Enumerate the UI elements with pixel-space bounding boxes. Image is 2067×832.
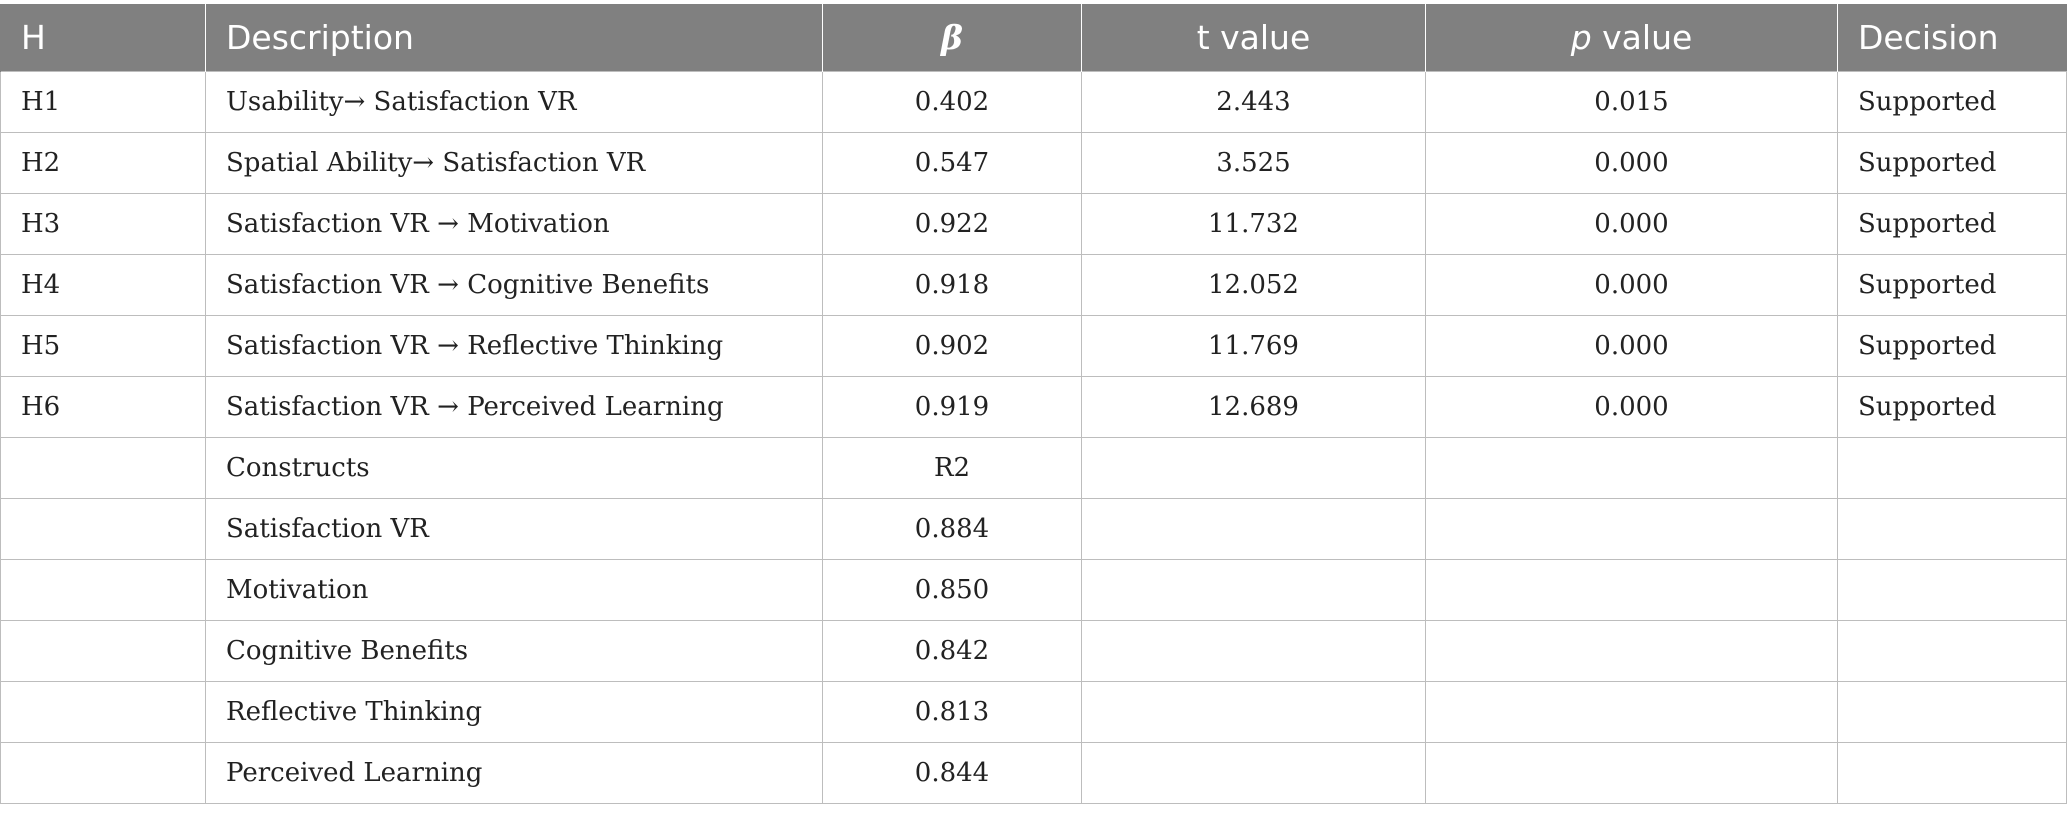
construct-name: Cognitive Benefits <box>205 620 823 682</box>
r2-value: 0.884 <box>822 498 1082 560</box>
t-value: 11.769 <box>1081 315 1426 377</box>
empty-cell <box>1837 498 2067 560</box>
decision: Supported <box>1837 193 2067 255</box>
hypothesis-description: Satisfaction VR → Perceived Learning <box>205 376 823 438</box>
p-value: 0.000 <box>1425 254 1838 316</box>
empty-cell <box>0 681 206 743</box>
hypothesis-id: H3 <box>0 193 206 255</box>
decision: Supported <box>1837 132 2067 194</box>
construct-row: Perceived Learning 0.844 <box>0 742 2067 804</box>
beta-value: 0.402 <box>822 71 1082 133</box>
construct-name: Perceived Learning <box>205 742 823 804</box>
empty-cell <box>0 437 206 499</box>
hypothesis-description: Spatial Ability→ Satisfaction VR <box>205 132 823 194</box>
beta-value: 0.918 <box>822 254 1082 316</box>
empty-cell <box>1081 498 1426 560</box>
decision: Supported <box>1837 71 2067 133</box>
hypothesis-description: Satisfaction VR → Reflective Thinking <box>205 315 823 377</box>
hypothesis-id: H6 <box>0 376 206 438</box>
t-value: 3.525 <box>1081 132 1426 194</box>
hypothesis-id: H4 <box>0 254 206 316</box>
empty-cell <box>1081 681 1426 743</box>
r2-value: 0.813 <box>822 681 1082 743</box>
beta-value: 0.919 <box>822 376 1082 438</box>
table-row: H4 Satisfaction VR → Cognitive Benefits … <box>0 254 2067 316</box>
construct-row: Reflective Thinking 0.813 <box>0 681 2067 743</box>
beta-value: 0.902 <box>822 315 1082 377</box>
t-value: 12.052 <box>1081 254 1426 316</box>
construct-row: Cognitive Benefits 0.842 <box>0 620 2067 682</box>
header-beta: β <box>822 4 1082 72</box>
table-row: H2 Spatial Ability→ Satisfaction VR 0.54… <box>0 132 2067 194</box>
empty-cell <box>1837 437 2067 499</box>
table-row: H3 Satisfaction VR → Motivation 0.922 11… <box>0 193 2067 255</box>
header-decision: Decision <box>1837 4 2067 72</box>
table-row: H6 Satisfaction VR → Perceived Learning … <box>0 376 2067 438</box>
empty-cell <box>1837 681 2067 743</box>
hypothesis-id: H1 <box>0 71 206 133</box>
r2-value: 0.844 <box>822 742 1082 804</box>
p-value: 0.000 <box>1425 193 1838 255</box>
hypothesis-description: Satisfaction VR → Motivation <box>205 193 823 255</box>
hypothesis-id: H5 <box>0 315 206 377</box>
hypothesis-id: H2 <box>0 132 206 194</box>
empty-cell <box>1425 742 1838 804</box>
decision: Supported <box>1837 254 2067 316</box>
empty-cell <box>1081 620 1426 682</box>
p-value: 0.000 <box>1425 315 1838 377</box>
empty-cell <box>1425 498 1838 560</box>
r2-label: R2 <box>822 437 1082 499</box>
header-row: H Description β t value p value Decision <box>0 4 2067 72</box>
construct-name: Satisfaction VR <box>205 498 823 560</box>
empty-cell <box>0 559 206 621</box>
p-value: 0.000 <box>1425 132 1838 194</box>
empty-cell <box>0 742 206 804</box>
empty-cell <box>1837 620 2067 682</box>
table-row: H1 Usability→ Satisfaction VR 0.402 2.44… <box>0 71 2067 133</box>
empty-cell <box>1425 620 1838 682</box>
t-value: 12.689 <box>1081 376 1426 438</box>
header-p-symbol: p <box>1570 18 1592 57</box>
p-value: 0.000 <box>1425 376 1838 438</box>
p-value: 0.015 <box>1425 71 1838 133</box>
construct-name: Reflective Thinking <box>205 681 823 743</box>
header-t-value: t value <box>1081 4 1426 72</box>
empty-cell <box>1425 681 1838 743</box>
construct-row: Motivation 0.850 <box>0 559 2067 621</box>
results-table: H Description β t value p value Decision… <box>0 4 2067 804</box>
r2-value: 0.850 <box>822 559 1082 621</box>
beta-value: 0.547 <box>822 132 1082 194</box>
constructs-header-row: Constructs R2 <box>0 437 2067 499</box>
header-p-value: p value <box>1425 4 1838 72</box>
construct-name: Motivation <box>205 559 823 621</box>
empty-cell <box>0 620 206 682</box>
decision: Supported <box>1837 376 2067 438</box>
empty-cell <box>1837 742 2067 804</box>
constructs-label: Constructs <box>205 437 823 499</box>
header-description: Description <box>205 4 823 72</box>
table-row: H5 Satisfaction VR → Reflective Thinking… <box>0 315 2067 377</box>
empty-cell <box>0 498 206 560</box>
empty-cell <box>1081 559 1426 621</box>
t-value: 11.732 <box>1081 193 1426 255</box>
header-p-suffix: value <box>1591 18 1693 57</box>
empty-cell <box>1081 437 1426 499</box>
header-h: H <box>0 4 206 72</box>
hypothesis-description: Usability→ Satisfaction VR <box>205 71 823 133</box>
empty-cell <box>1425 437 1838 499</box>
decision: Supported <box>1837 315 2067 377</box>
r2-value: 0.842 <box>822 620 1082 682</box>
beta-value: 0.922 <box>822 193 1082 255</box>
empty-cell <box>1425 559 1838 621</box>
t-value: 2.443 <box>1081 71 1426 133</box>
empty-cell <box>1837 559 2067 621</box>
hypothesis-description: Satisfaction VR → Cognitive Benefits <box>205 254 823 316</box>
construct-row: Satisfaction VR 0.884 <box>0 498 2067 560</box>
empty-cell <box>1081 742 1426 804</box>
